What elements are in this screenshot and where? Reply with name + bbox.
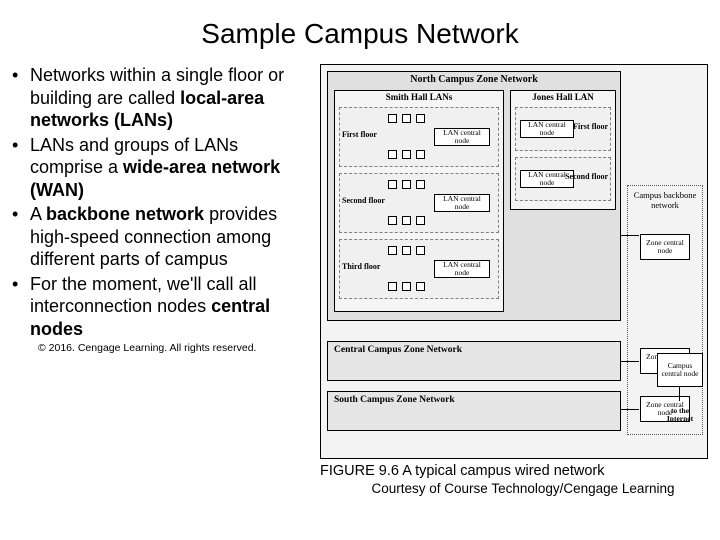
smith-floor-1: First floor LAN central node — [339, 107, 499, 167]
page-title: Sample Campus Network — [0, 0, 720, 60]
floor-label: Second floor — [565, 172, 608, 181]
pc-icon — [416, 216, 425, 225]
connector-line — [621, 235, 639, 236]
content-row: Networks within a single floor or buildi… — [0, 60, 720, 496]
lan-central-node: LAN central node — [434, 194, 490, 212]
copyright: © 2016. Cengage Learning. All rights res… — [10, 342, 314, 354]
zone-title: South Campus Zone Network — [328, 392, 620, 408]
smith-hall: Smith Hall LANs First floor LAN central … — [334, 90, 504, 312]
floor-label: First floor — [342, 130, 377, 139]
smith-floor-2: Second floor LAN central node — [339, 173, 499, 233]
zone-title: Central Campus Zone Network — [328, 342, 620, 358]
pc-icon — [416, 180, 425, 189]
smith-floor-3: Third floor LAN central node — [339, 239, 499, 299]
jones-floor-1: LAN central node First floor — [515, 107, 611, 151]
pc-icon — [402, 282, 411, 291]
backbone-label: Campus backbone network — [628, 190, 702, 210]
pc-icon — [402, 246, 411, 255]
jones-hall: Jones Hall LAN LAN central node First fl… — [510, 90, 616, 210]
lan-central-node: LAN central node — [434, 128, 490, 146]
pc-icon — [388, 246, 397, 255]
pc-icon — [402, 216, 411, 225]
zone-central-node: Zone central node — [640, 234, 690, 260]
campus-central-node: Campus central node — [657, 353, 703, 387]
bullet-text: A — [30, 204, 46, 224]
lan-central-node: LAN central node — [520, 120, 574, 138]
bullet-bold: backbone network — [46, 204, 204, 224]
floor-label: First floor — [573, 122, 608, 131]
figure-column: North Campus Zone Network Smith Hall LAN… — [320, 64, 710, 496]
internet-box: to the Internet — [657, 401, 703, 429]
connector-line — [621, 409, 639, 410]
list-item: For the moment, we'll call all interconn… — [10, 273, 314, 341]
backbone-box: Campus backbone network Zone central nod… — [627, 185, 703, 435]
pc-icon — [402, 150, 411, 159]
jones-floor-2: LAN central node Second floor — [515, 157, 611, 201]
pc-icon — [416, 282, 425, 291]
south-zone: South Campus Zone Network — [327, 391, 621, 431]
pc-icon — [388, 180, 397, 189]
figure-caption: FIGURE 9.6 A typical campus wired networ… — [320, 463, 710, 479]
figure-credit: Courtesy of Course Technology/Cengage Le… — [320, 481, 710, 496]
bullet-list: Networks within a single floor or buildi… — [10, 64, 314, 340]
connector-line — [621, 361, 639, 362]
pc-icon — [416, 246, 425, 255]
north-zone: North Campus Zone Network Smith Hall LAN… — [327, 71, 621, 321]
list-item: LANs and groups of LANs comprise a wide-… — [10, 134, 314, 202]
pc-icon — [388, 282, 397, 291]
bullet-column: Networks within a single floor or buildi… — [10, 64, 320, 496]
pc-icon — [416, 114, 425, 123]
pc-icon — [402, 114, 411, 123]
network-diagram: North Campus Zone Network Smith Hall LAN… — [320, 64, 708, 459]
list-item: A backbone network provides high-speed c… — [10, 203, 314, 271]
floor-label: Third floor — [342, 262, 380, 271]
list-item: Networks within a single floor or buildi… — [10, 64, 314, 132]
lan-title: Jones Hall LAN — [511, 91, 615, 103]
pc-icon — [388, 114, 397, 123]
zone-title: North Campus Zone Network — [328, 72, 620, 87]
pc-icon — [416, 150, 425, 159]
pc-icon — [402, 180, 411, 189]
connector-line — [679, 387, 680, 401]
pc-icon — [388, 216, 397, 225]
lan-title: Smith Hall LANs — [335, 91, 503, 103]
central-zone: Central Campus Zone Network — [327, 341, 621, 381]
lan-central-node: LAN central node — [434, 260, 490, 278]
pc-icon — [388, 150, 397, 159]
floor-label: Second floor — [342, 196, 385, 205]
